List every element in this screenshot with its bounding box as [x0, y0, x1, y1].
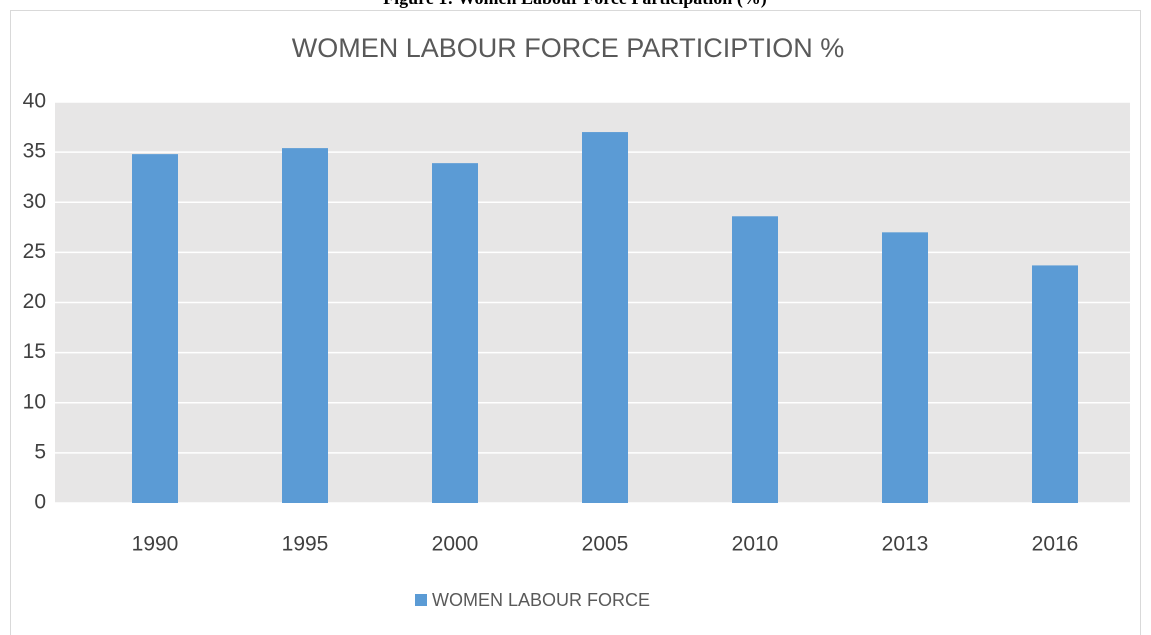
x-tick-label: 2000	[432, 533, 479, 556]
y-tick-label: 30	[23, 190, 46, 213]
x-tick-label: 2013	[882, 533, 929, 556]
x-tick-label: 2005	[582, 533, 629, 556]
bar	[1032, 265, 1078, 503]
y-tick-label: 5	[34, 440, 46, 463]
y-tick-label: 20	[23, 290, 46, 313]
bar	[732, 216, 778, 503]
y-tick-label: 40	[23, 90, 46, 113]
y-tick-label: 35	[23, 140, 46, 163]
bar	[882, 232, 928, 503]
x-tick-label: 2010	[732, 533, 779, 556]
x-tick-label: 2016	[1032, 533, 1079, 556]
chart-title: WOMEN LABOUR FORCE PARTICIPTION %	[292, 33, 845, 63]
legend-label: WOMEN LABOUR FORCE	[432, 590, 650, 610]
y-tick-label: 25	[23, 240, 46, 263]
y-tick-label: 0	[34, 491, 46, 514]
y-tick-label: 10	[23, 390, 46, 413]
legend-swatch	[415, 594, 427, 606]
bar	[432, 163, 478, 503]
figure-caption: Figure 1: Women Labour Force Participati…	[383, 0, 767, 9]
bar	[132, 154, 178, 503]
bar	[282, 148, 328, 504]
x-tick-label: 1995	[282, 533, 329, 556]
bar	[582, 132, 628, 503]
x-tick-label: 1990	[132, 533, 179, 556]
y-tick-label: 15	[23, 340, 46, 363]
